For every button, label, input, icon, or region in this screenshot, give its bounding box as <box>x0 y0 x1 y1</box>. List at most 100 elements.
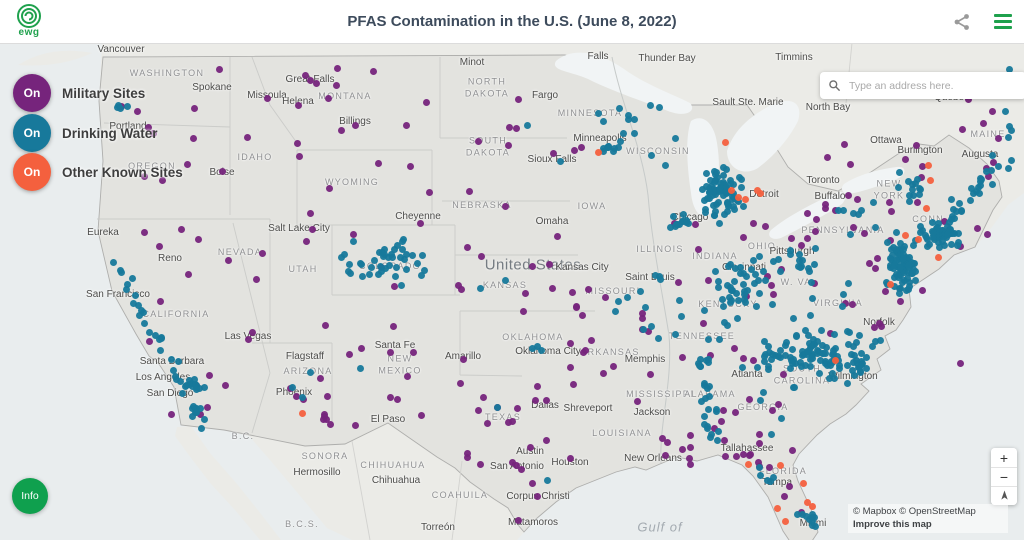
drinking-water-dot[interactable] <box>929 218 937 226</box>
other-known-site-dot[interactable] <box>831 356 839 364</box>
military-site-dot[interactable] <box>888 207 896 215</box>
military-site-dot[interactable] <box>191 104 199 112</box>
military-site-dot[interactable] <box>687 461 695 469</box>
drinking-water-dot[interactable] <box>413 259 421 267</box>
military-site-dot[interactable] <box>578 311 586 319</box>
drinking-water-dot[interactable] <box>719 164 727 171</box>
drinking-water-dot[interactable] <box>764 476 772 484</box>
drinking-water-dot[interactable] <box>132 291 140 299</box>
drinking-water-dot[interactable] <box>656 275 664 283</box>
drinking-water-dot[interactable] <box>698 397 706 405</box>
drinking-water-dot[interactable] <box>386 261 394 269</box>
drinking-water-dot[interactable] <box>679 218 687 226</box>
military-site-dot[interactable] <box>526 443 534 451</box>
military-site-dot[interactable] <box>755 431 763 439</box>
drinking-water-dot[interactable] <box>711 176 719 184</box>
military-site-dot[interactable] <box>197 411 205 419</box>
drinking-water-dot[interactable] <box>760 358 768 366</box>
military-site-dot[interactable] <box>959 125 967 133</box>
drinking-water-dot[interactable] <box>941 241 949 249</box>
drinking-water-dot[interactable] <box>826 361 834 369</box>
military-site-dot[interactable] <box>183 161 191 169</box>
drinking-water-dot[interactable] <box>835 362 843 370</box>
military-site-dot[interactable] <box>841 141 849 149</box>
drinking-water-dot[interactable] <box>701 205 709 213</box>
military-site-dot[interactable] <box>647 370 655 378</box>
drinking-water-dot[interactable] <box>896 285 904 293</box>
drinking-water-dot[interactable] <box>813 338 821 346</box>
drinking-water-dot[interactable] <box>615 104 623 112</box>
drinking-water-dot[interactable] <box>1007 157 1015 165</box>
drinking-water-dot[interactable] <box>876 337 884 345</box>
drinking-water-dot[interactable] <box>1001 108 1009 116</box>
drinking-water-dot[interactable] <box>1008 126 1016 134</box>
military-site-dot[interactable] <box>780 370 788 378</box>
drinking-water-dot[interactable] <box>892 248 900 256</box>
drinking-water-dot[interactable] <box>939 237 947 245</box>
military-site-dot[interactable] <box>144 124 152 132</box>
military-site-dot[interactable] <box>463 449 471 457</box>
drinking-water-dot[interactable] <box>840 207 848 215</box>
drinking-water-dot[interactable] <box>138 307 146 315</box>
military-site-dot[interactable] <box>222 382 229 390</box>
drinking-water-dot[interactable] <box>381 245 389 253</box>
drinking-water-dot[interactable] <box>857 349 865 357</box>
military-site-dot[interactable] <box>145 337 153 345</box>
military-site-dot[interactable] <box>216 66 224 74</box>
drinking-water-dot[interactable] <box>701 413 709 421</box>
other-known-site-dot[interactable] <box>756 189 764 197</box>
drinking-water-dot[interactable] <box>715 278 723 286</box>
military-site-dot[interactable] <box>566 364 574 372</box>
military-site-dot[interactable] <box>913 199 921 207</box>
military-site-dot[interactable] <box>573 303 581 311</box>
drinking-water-dot[interactable] <box>401 255 409 263</box>
drinking-water-dot[interactable] <box>883 239 891 247</box>
military-site-dot[interactable] <box>854 195 862 203</box>
drinking-water-dot[interactable] <box>390 245 398 253</box>
search-input[interactable] <box>847 78 1018 93</box>
drinking-water-dot[interactable] <box>977 182 985 190</box>
other-known-site-dot[interactable] <box>734 193 742 201</box>
drinking-water-dot[interactable] <box>742 272 750 280</box>
drinking-water-dot[interactable] <box>110 259 118 267</box>
drinking-water-dot[interactable] <box>716 180 724 188</box>
drinking-water-dot[interactable] <box>889 265 897 273</box>
drinking-water-dot[interactable] <box>124 281 132 289</box>
military-site-dot[interactable] <box>357 344 365 352</box>
drinking-water-dot[interactable] <box>915 184 923 192</box>
drinking-water-dot[interactable] <box>787 364 795 372</box>
military-site-dot[interactable] <box>896 297 904 305</box>
drinking-water-dot[interactable] <box>709 192 717 200</box>
drinking-water-dot[interactable] <box>905 192 913 200</box>
military-site-dot[interactable] <box>476 460 484 468</box>
drinking-water-dot[interactable] <box>835 207 843 215</box>
drinking-water-dot[interactable] <box>537 346 545 354</box>
drinking-water-dot[interactable] <box>740 281 748 289</box>
military-site-dot[interactable] <box>765 464 773 472</box>
drinking-water-dot[interactable] <box>654 335 662 343</box>
drinking-water-dot[interactable] <box>794 262 802 270</box>
military-site-dot[interactable] <box>722 452 730 460</box>
military-site-dot[interactable] <box>534 382 542 390</box>
drinking-water-dot[interactable] <box>501 276 509 284</box>
other-known-site-dot[interactable] <box>781 517 789 525</box>
military-site-dot[interactable] <box>821 205 829 213</box>
military-site-dot[interactable] <box>480 394 488 402</box>
drinking-water-dot[interactable] <box>829 370 837 378</box>
military-site-dot[interactable] <box>546 260 554 268</box>
drinking-water-dot[interactable] <box>523 121 531 129</box>
military-site-dot[interactable] <box>296 152 304 160</box>
drinking-water-dot[interactable] <box>391 272 399 280</box>
drinking-water-dot[interactable] <box>802 513 810 521</box>
drinking-water-dot[interactable] <box>611 145 619 153</box>
drinking-water-dot[interactable] <box>648 322 656 330</box>
drinking-water-dot[interactable] <box>345 261 353 269</box>
military-site-dot[interactable] <box>327 421 335 429</box>
drinking-water-dot[interactable] <box>969 190 977 198</box>
drinking-water-dot[interactable] <box>956 199 964 207</box>
drinking-water-dot[interactable] <box>701 307 709 315</box>
drinking-water-dot[interactable] <box>882 278 890 286</box>
drinking-water-dot[interactable] <box>731 278 739 286</box>
drinking-water-dot[interactable] <box>934 238 942 246</box>
drinking-water-dot[interactable] <box>958 207 966 215</box>
